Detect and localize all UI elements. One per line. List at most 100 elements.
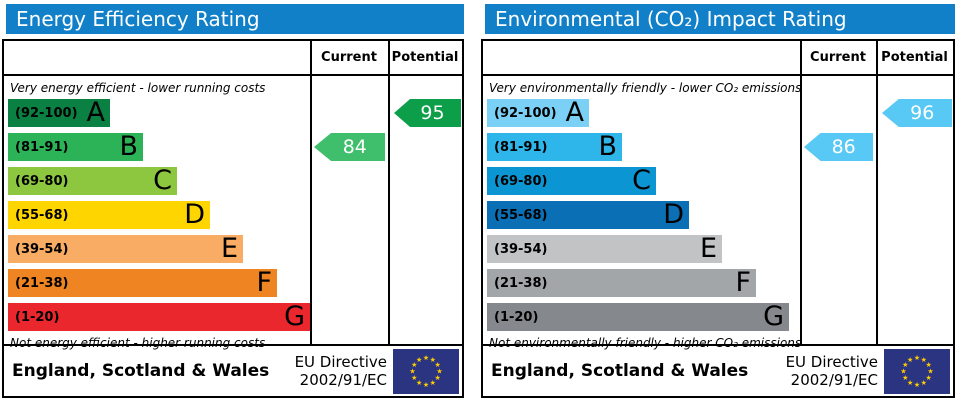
- arrow-current: 86: [804, 133, 873, 161]
- current-rating-value: 84: [342, 136, 367, 158]
- band-range-label: (21-38): [15, 275, 69, 291]
- band-e: (39-54) E: [8, 235, 243, 263]
- band-range-label: (39-54): [15, 241, 69, 257]
- eu-directive-label: EU Directive 2002/91/EC: [294, 353, 387, 389]
- band-g: (1-20) G: [8, 303, 310, 331]
- band-c: (69-80) C: [487, 167, 656, 195]
- svg-text:★: ★: [411, 360, 417, 368]
- svg-text:★: ★: [914, 381, 920, 389]
- band-range-label: (21-38): [494, 275, 548, 291]
- bottom-note: Not energy efficient - higher running co…: [10, 336, 266, 350]
- svg-text:★: ★: [914, 354, 920, 362]
- top-note: Very energy efficient - lower running co…: [10, 81, 266, 95]
- band-range-label: (81-91): [15, 139, 69, 155]
- svg-text:★: ★: [436, 367, 442, 375]
- svg-text:★: ★: [902, 374, 908, 382]
- rating-table: Current Potential Very energy efficient …: [2, 39, 464, 398]
- svg-text:★: ★: [416, 355, 422, 363]
- arrow-current: 84: [314, 133, 385, 161]
- svg-text:★: ★: [416, 379, 422, 387]
- column-divider: [388, 41, 390, 344]
- eu-flag-icon: ★ ★★ ★★★ ★★★ ★★★: [884, 348, 950, 394]
- band-range-label: (81-91): [494, 139, 548, 155]
- band-range-label: (69-80): [15, 173, 69, 189]
- svg-text:★: ★: [430, 355, 436, 363]
- svg-text:★: ★: [907, 355, 913, 363]
- column-header-potential: Potential: [881, 50, 948, 65]
- region-label: England, Scotland & Wales: [12, 361, 270, 381]
- band-letter: A: [565, 97, 584, 128]
- svg-text:★: ★: [900, 367, 906, 375]
- potential-rating-value: 95: [420, 102, 445, 124]
- band-range-label: (92-100): [15, 105, 78, 121]
- footer-divider: [483, 344, 953, 346]
- band-a: (92-100) A: [487, 99, 589, 127]
- arrow-potential: 96: [882, 99, 952, 127]
- svg-text:★: ★: [907, 379, 913, 387]
- column-header-current: Current: [321, 50, 377, 65]
- top-note: Very environmentally friendly - lower CO…: [489, 81, 802, 95]
- footer-divider: [4, 344, 462, 346]
- band-b: (81-91) B: [487, 133, 622, 161]
- panel-energy-efficiency: Energy Efficiency Rating Current Potenti…: [0, 0, 467, 404]
- column-divider: [800, 41, 802, 344]
- band-d: (55-68) D: [8, 201, 210, 229]
- eu-directive-label: EU Directive 2002/91/EC: [785, 353, 878, 389]
- band-letter: A: [86, 97, 105, 128]
- band-f: (21-38) F: [8, 269, 277, 297]
- panel-title: Energy Efficiency Rating: [16, 7, 260, 31]
- svg-text:★: ★: [430, 379, 436, 387]
- bottom-note: Not environmentally friendly - higher CO…: [489, 336, 802, 350]
- svg-text:★: ★: [435, 360, 441, 368]
- band-letter: E: [699, 233, 717, 264]
- band-range-label: (55-68): [15, 207, 69, 223]
- band-e: (39-54) E: [487, 235, 722, 263]
- svg-text:★: ★: [411, 374, 417, 382]
- eu-flag-icon: ★ ★★ ★★★ ★★★ ★★★: [393, 348, 459, 394]
- column-divider: [310, 41, 312, 344]
- potential-rating-value: 96: [910, 102, 935, 124]
- svg-text:★: ★: [921, 379, 927, 387]
- footer: England, Scotland & Wales EU Directive 2…: [483, 346, 953, 396]
- band-c: (69-80) C: [8, 167, 177, 195]
- band-letter: C: [632, 165, 651, 196]
- band-letter: E: [220, 233, 238, 264]
- table-header-row: [4, 41, 462, 76]
- band-b: (81-91) B: [8, 133, 143, 161]
- svg-text:★: ★: [423, 354, 429, 362]
- rating-table: Current Potential Very environmentally f…: [481, 39, 955, 398]
- band-range-label: (92-100): [494, 105, 557, 121]
- region-label: England, Scotland & Wales: [491, 361, 749, 381]
- current-rating-value: 86: [831, 136, 856, 158]
- panel-title-bar: Energy Efficiency Rating: [6, 4, 464, 34]
- band-letter: B: [598, 131, 617, 162]
- svg-text:★: ★: [926, 374, 932, 382]
- band-g: (1-20) G: [487, 303, 789, 331]
- svg-text:★: ★: [423, 381, 429, 389]
- band-range-label: (1-20): [15, 309, 60, 325]
- column-divider: [876, 41, 878, 344]
- svg-text:★: ★: [927, 367, 933, 375]
- band-letter: F: [735, 267, 751, 298]
- band-range-label: (1-20): [494, 309, 539, 325]
- band-range-label: (55-68): [494, 207, 548, 223]
- svg-text:★: ★: [902, 360, 908, 368]
- band-letter: C: [153, 165, 172, 196]
- band-letter: D: [663, 199, 684, 230]
- panel-title: Environmental (CO₂) Impact Rating: [495, 7, 847, 31]
- band-a: (92-100) A: [8, 99, 110, 127]
- table-header-row: [483, 41, 953, 76]
- arrow-potential: 95: [394, 99, 461, 127]
- svg-text:★: ★: [921, 355, 927, 363]
- band-range-label: (69-80): [494, 173, 548, 189]
- band-f: (21-38) F: [487, 269, 756, 297]
- panel-environmental-impact: Environmental (CO₂) Impact Rating Curren…: [479, 0, 957, 404]
- svg-text:★: ★: [409, 367, 415, 375]
- band-letter: G: [763, 301, 784, 332]
- svg-text:★: ★: [435, 374, 441, 382]
- column-header-current: Current: [810, 50, 866, 65]
- band-letter: G: [284, 301, 305, 332]
- svg-text:★: ★: [926, 360, 932, 368]
- band-letter: B: [119, 131, 138, 162]
